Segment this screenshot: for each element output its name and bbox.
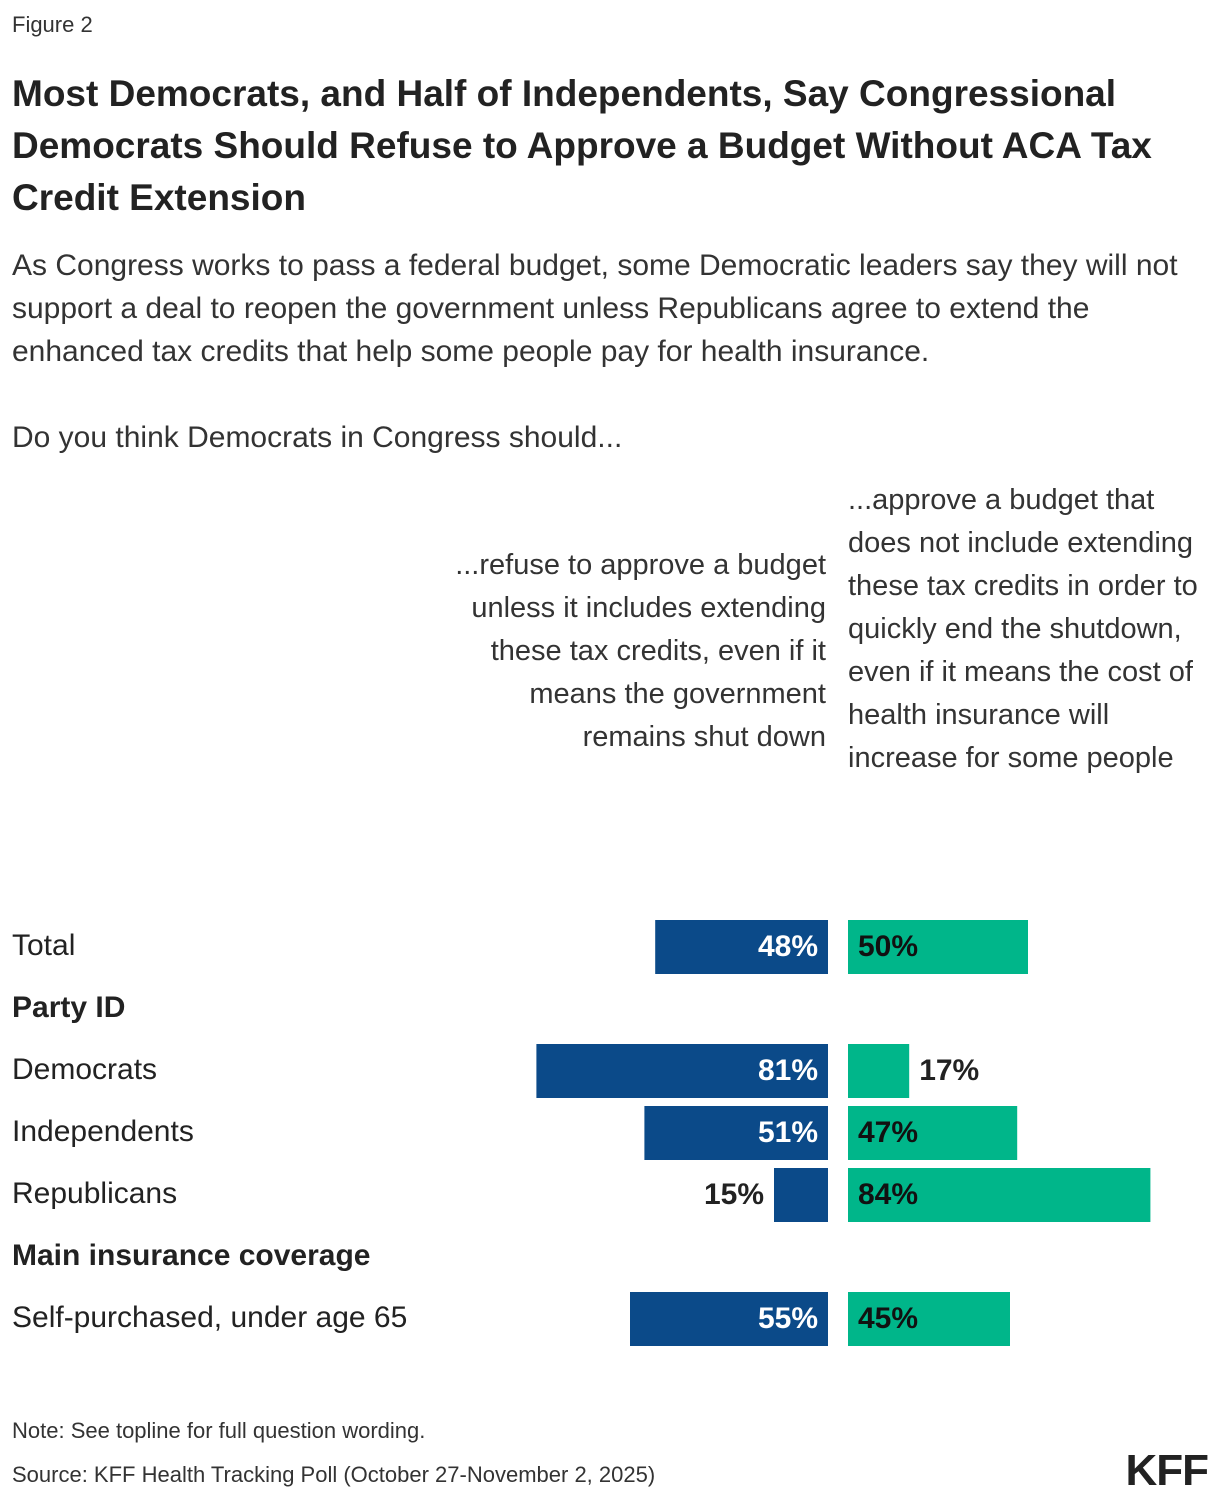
group-header: Main insurance coverage xyxy=(12,1239,370,1272)
refuse-bar xyxy=(774,1168,828,1222)
group-header: Party ID xyxy=(12,991,125,1024)
refuse-value-label: 48% xyxy=(758,930,818,963)
approve-value-label: 50% xyxy=(858,930,918,963)
chart-title: Most Democrats, and Half of Independents… xyxy=(12,73,1152,218)
refuse-value-label: 15% xyxy=(704,1178,764,1211)
refuse-bar xyxy=(536,1044,828,1098)
chart-note: Note: See topline for full question word… xyxy=(12,1418,426,1443)
row-label: Total xyxy=(12,929,75,962)
refuse-value-label: 55% xyxy=(758,1302,818,1335)
row-label: Self-purchased, under age 65 xyxy=(12,1301,407,1334)
refuse-bar xyxy=(630,1292,828,1346)
approve-bar xyxy=(848,1044,910,1098)
figure-label: Figure 2 xyxy=(12,12,93,37)
refuse-value-label: 51% xyxy=(758,1116,818,1149)
row-label: Republicans xyxy=(12,1177,177,1210)
row-label: Independents xyxy=(12,1115,194,1148)
legend-approve-header: ...approve a budget that does not includ… xyxy=(848,484,1198,774)
refuse-value-label: 81% xyxy=(758,1054,818,1087)
kff-logo: KFF xyxy=(1125,1446,1209,1495)
chart-subtitle: As Congress works to pass a federal budg… xyxy=(12,249,1178,368)
approve-bar xyxy=(848,1292,1010,1346)
chart-source: Source: KFF Health Tracking Poll (Octobe… xyxy=(12,1462,656,1487)
survey-question: Do you think Democrats in Congress shoul… xyxy=(12,421,623,454)
legend-refuse-header: ...refuse to approve a budget unless it … xyxy=(455,549,826,753)
approve-value-label: 84% xyxy=(858,1178,918,1211)
refuse-bar xyxy=(644,1106,828,1160)
approve-bar xyxy=(848,1106,1018,1160)
approve-value-label: 17% xyxy=(919,1054,979,1087)
refuse-bar xyxy=(655,920,828,974)
approve-bar xyxy=(848,920,1028,974)
approve-value-label: 45% xyxy=(858,1302,918,1335)
diverging-bar-chart: Total 48% 50% Party ID Democrats 81% 17% Indepe… xyxy=(12,920,1151,1346)
approve-value-label: 47% xyxy=(858,1116,918,1149)
approve-bar xyxy=(848,1168,1151,1222)
row-label: Democrats xyxy=(12,1053,157,1086)
